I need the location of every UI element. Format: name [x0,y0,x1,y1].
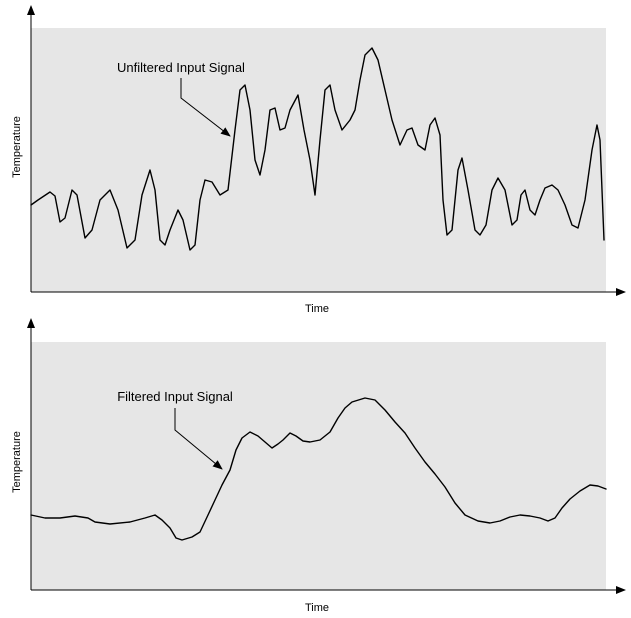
y-axis-label: Temperature [11,116,23,178]
unfiltered-signal [30,47,605,251]
y-axis-label: Temperature [11,431,23,493]
plot-background [31,342,606,590]
filtered-signal [30,397,607,541]
x-axis-label: Time [305,303,329,315]
leader-arrow [180,78,231,137]
x-axis-label: Time [305,602,329,614]
leader-arrow [174,408,223,470]
top-panel: Unfiltered Input Signal Time Temperature [11,5,626,315]
signal-label: Filtered Input Signal [117,389,233,404]
signal-label: Unfiltered Input Signal [117,60,245,75]
bottom-panel: Filtered Input Signal Time Temperature [11,318,626,614]
